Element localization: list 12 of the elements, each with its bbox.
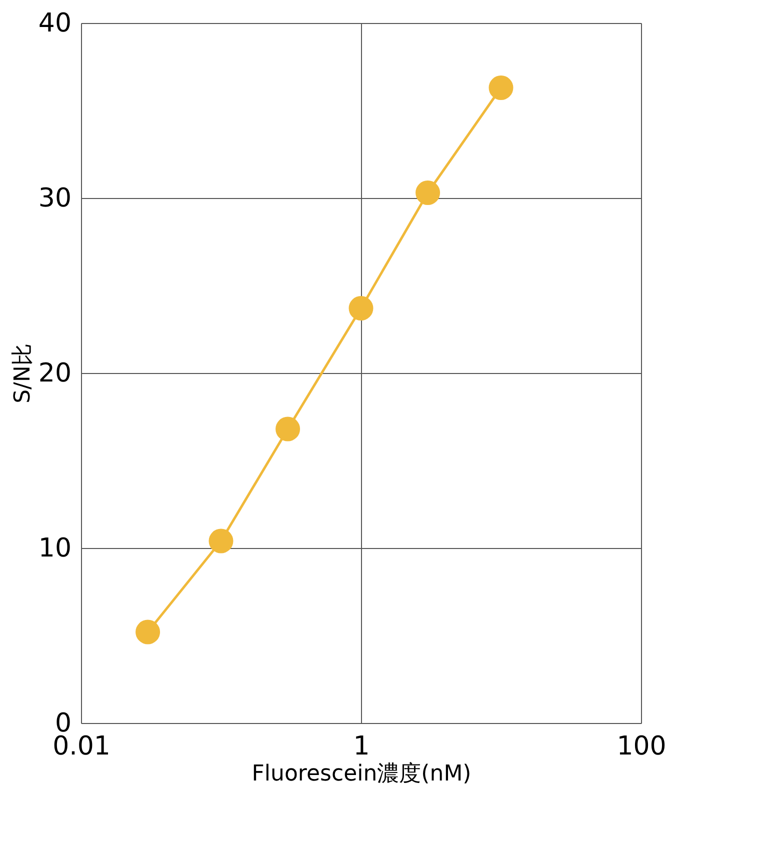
y-tick-label: 10: [38, 534, 72, 564]
point: [276, 416, 300, 442]
y-axis-title: S/N比: [10, 344, 36, 404]
x-axis-title: Fluorescein濃度(nM): [252, 762, 472, 786]
point: [348, 296, 374, 320]
y-tick-label: 20: [38, 358, 72, 388]
point: [488, 76, 514, 100]
y-tick-label: 40: [38, 8, 72, 38]
point: [136, 620, 160, 644]
x-tick-label: 1: [353, 732, 370, 762]
x-tick-label: 100: [616, 732, 666, 762]
y-tick-label: 30: [38, 184, 72, 214]
